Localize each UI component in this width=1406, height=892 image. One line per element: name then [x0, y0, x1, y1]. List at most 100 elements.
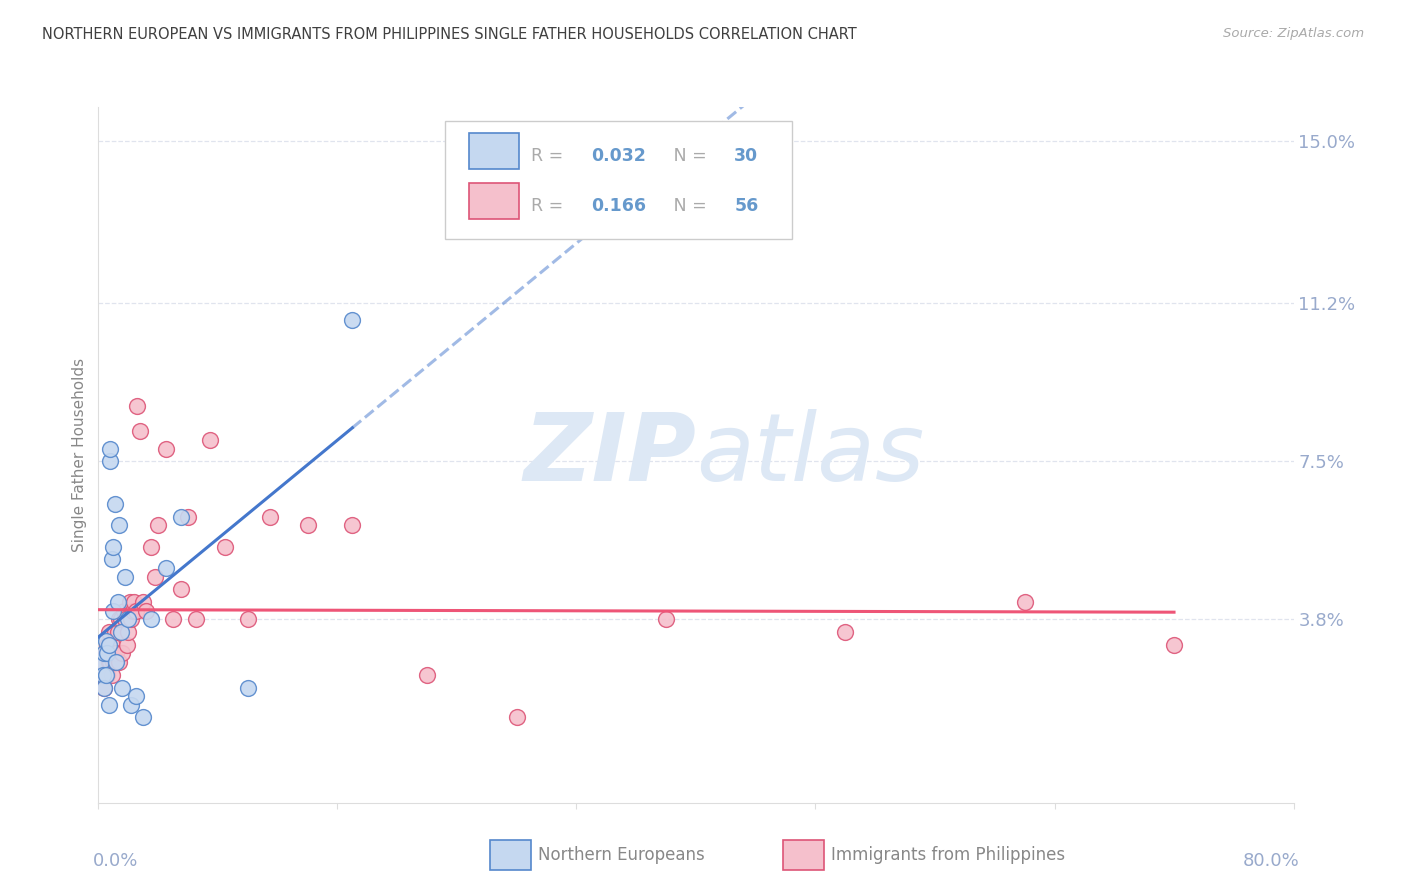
Point: [184, 612, 207, 626]
Point: [120, 698, 142, 712]
Point: [112, 604, 135, 618]
Point: [104, 655, 127, 669]
Point: [834, 625, 856, 640]
Point: [416, 667, 439, 681]
Point: [111, 647, 134, 661]
Text: 0.166: 0.166: [591, 197, 645, 215]
Text: R =: R =: [531, 197, 569, 215]
Point: [100, 442, 122, 456]
Text: Source: ZipAtlas.com: Source: ZipAtlas.com: [1223, 27, 1364, 40]
Text: Northern Europeans: Northern Europeans: [538, 846, 704, 864]
Point: [143, 569, 166, 583]
Text: atlas: atlas: [696, 409, 924, 500]
Point: [169, 582, 191, 597]
Point: [94, 667, 117, 681]
Point: [132, 595, 155, 609]
Point: [101, 638, 124, 652]
Point: [107, 595, 129, 609]
Point: [132, 710, 155, 724]
Point: [108, 655, 131, 669]
FancyBboxPatch shape: [491, 839, 531, 871]
FancyBboxPatch shape: [470, 133, 519, 169]
Point: [117, 625, 139, 640]
Text: N =: N =: [657, 147, 711, 165]
Point: [107, 625, 129, 640]
Point: [135, 604, 157, 618]
Point: [169, 509, 191, 524]
Point: [342, 518, 364, 533]
Point: [90, 667, 112, 681]
Point: [177, 509, 200, 524]
Point: [103, 647, 125, 661]
Point: [115, 638, 138, 652]
Point: [93, 681, 115, 695]
Point: [125, 604, 148, 618]
Point: [139, 540, 162, 554]
Text: N =: N =: [657, 197, 711, 215]
Text: 80.0%: 80.0%: [1243, 852, 1299, 870]
Point: [127, 399, 149, 413]
Y-axis label: Single Father Households: Single Father Households: [72, 358, 87, 552]
Point: [297, 518, 319, 533]
Point: [118, 595, 141, 609]
Point: [103, 655, 125, 669]
Point: [100, 655, 122, 669]
Point: [103, 540, 125, 554]
Point: [90, 655, 112, 669]
Point: [121, 604, 143, 618]
Point: [108, 518, 131, 533]
Text: R =: R =: [531, 147, 569, 165]
Point: [104, 625, 127, 640]
Point: [108, 612, 131, 626]
Point: [214, 540, 236, 554]
Point: [104, 497, 127, 511]
Point: [94, 633, 117, 648]
Point: [100, 647, 122, 661]
Point: [236, 612, 259, 626]
Point: [655, 612, 678, 626]
Point: [111, 681, 134, 695]
Point: [124, 595, 146, 609]
Text: 0.0%: 0.0%: [93, 852, 138, 870]
Point: [120, 612, 142, 626]
Point: [96, 647, 118, 661]
Point: [129, 425, 152, 439]
Point: [110, 612, 132, 626]
Point: [97, 638, 120, 652]
Text: NORTHERN EUROPEAN VS IMMIGRANTS FROM PHILIPPINES SINGLE FATHER HOUSEHOLDS CORREL: NORTHERN EUROPEAN VS IMMIGRANTS FROM PHI…: [42, 27, 856, 42]
Point: [1163, 638, 1185, 652]
Point: [162, 612, 184, 626]
Point: [139, 612, 162, 626]
Point: [103, 604, 125, 618]
Text: 0.032: 0.032: [591, 147, 645, 165]
Point: [101, 667, 124, 681]
Point: [342, 313, 364, 327]
Point: [97, 625, 120, 640]
Text: ZIP: ZIP: [523, 409, 696, 501]
Point: [91, 667, 114, 681]
Point: [114, 569, 136, 583]
Point: [94, 647, 117, 661]
FancyBboxPatch shape: [470, 183, 519, 219]
Text: Immigrants from Philippines: Immigrants from Philippines: [831, 846, 1066, 864]
Text: 30: 30: [734, 147, 758, 165]
Point: [1014, 595, 1036, 609]
Point: [200, 433, 222, 447]
Point: [125, 689, 148, 703]
Point: [100, 454, 122, 468]
Point: [155, 561, 177, 575]
Point: [105, 647, 128, 661]
Point: [506, 710, 529, 724]
Point: [97, 698, 120, 712]
FancyBboxPatch shape: [783, 839, 824, 871]
Point: [96, 638, 118, 652]
FancyBboxPatch shape: [444, 121, 792, 239]
Point: [93, 647, 115, 661]
Point: [91, 655, 114, 669]
Point: [94, 667, 117, 681]
Point: [101, 552, 124, 566]
Point: [148, 518, 170, 533]
Point: [96, 667, 118, 681]
Point: [117, 612, 139, 626]
Point: [97, 655, 120, 669]
